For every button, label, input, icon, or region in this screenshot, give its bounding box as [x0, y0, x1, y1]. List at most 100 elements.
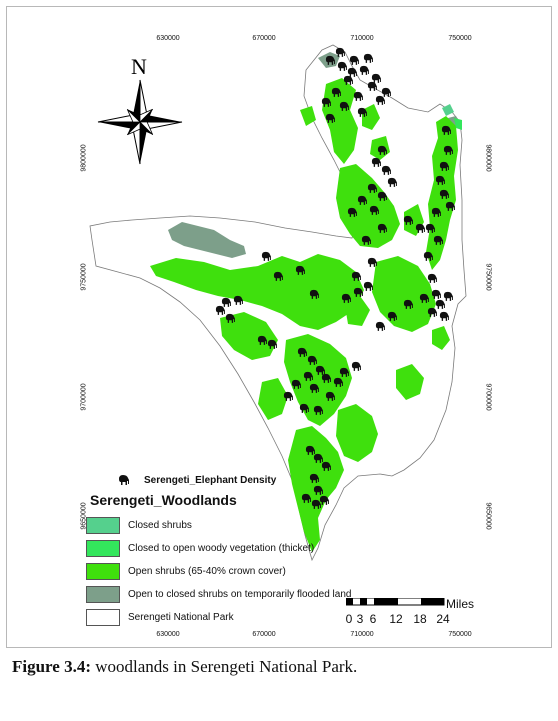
elephant-marker-icon: [439, 189, 449, 199]
grid-x-label-top: 630000: [156, 35, 180, 42]
elephant-marker-icon: [439, 161, 449, 171]
legend-label: Open shrubs (65-40% crown cover): [128, 566, 286, 577]
elephant-marker-icon: [297, 347, 307, 357]
elephant-marker-icon: [347, 207, 357, 217]
elephant-marker-icon: [425, 223, 435, 233]
elephant-density-label: Serengeti_Elephant Density: [144, 474, 277, 486]
legend-item: Closed to open woody vegetation (thicket…: [86, 538, 388, 559]
elephant-marker-icon: [415, 223, 425, 233]
legend-item: Open to closed shrubs on temporarily flo…: [86, 584, 388, 605]
elephant-marker-icon: [445, 201, 455, 211]
elephant-marker-icon: [431, 289, 441, 299]
open-shrubs-area: [220, 312, 278, 360]
scale-labels: 0 3 6 12 18 24: [346, 612, 456, 626]
elephant-marker-icon: [221, 297, 231, 307]
elephant-marker-icon: [309, 473, 319, 483]
grid-x-label-top: 750000: [448, 35, 472, 42]
elephant-marker-icon: [377, 191, 387, 201]
elephant-marker-icon: [313, 485, 323, 495]
elephant-marker-icon: [303, 371, 313, 381]
elephant-marker-icon: [347, 67, 357, 77]
elephant-marker-icon: [423, 251, 433, 261]
elephant-marker-icon: [433, 235, 443, 245]
elephant-marker-icon: [305, 445, 315, 455]
elephant-marker-icon: [333, 377, 343, 387]
scale-label: 12: [389, 612, 403, 626]
elephant-marker-icon: [273, 271, 283, 281]
legend-swatch: [86, 563, 120, 580]
elephant-marker-icon: [375, 321, 385, 331]
open-shrubs-area: [336, 404, 378, 462]
scale-label: 3: [356, 612, 364, 626]
open-shrubs-area: [322, 78, 358, 164]
elephant-marker-icon: [419, 293, 429, 303]
figure-caption: Figure 3.4: woodlands in Serengeti Natio…: [12, 657, 357, 677]
elephant-marker-icon: [321, 373, 331, 383]
elephant-marker-icon: [215, 305, 225, 315]
elephant-marker-icon: [339, 101, 349, 111]
grid-x-label-bottom: 750000: [448, 631, 472, 638]
elephant-marker-icon: [225, 313, 235, 323]
elephant-marker-icon: [233, 295, 243, 305]
elephant-marker-icon: [435, 175, 445, 185]
elephant-marker-icon: [427, 273, 437, 283]
elephant-marker-icon: [335, 47, 345, 57]
elephant-marker-icon: [339, 367, 349, 377]
legend-title: Serengeti_Woodlands: [90, 492, 237, 508]
elephant-marker-icon: [371, 73, 381, 83]
elephant-marker-icon: [403, 215, 413, 225]
elephant-marker-icon: [441, 125, 451, 135]
elephant-marker-icon: [357, 107, 367, 117]
grid-x-label-top: 670000: [252, 35, 276, 42]
elephant-marker-icon: [349, 55, 359, 65]
elephant-marker-icon: [311, 499, 321, 509]
open-shrubs-area: [372, 256, 436, 332]
grid-x-label-bottom: 710000: [350, 631, 374, 638]
north-arrow-icon: [97, 79, 183, 165]
elephant-marker-icon: [291, 379, 301, 389]
elephant-marker-icon: [307, 355, 317, 365]
elephant-marker-icon: [261, 251, 271, 261]
elephant-marker-icon: [313, 453, 323, 463]
elephant-marker-icon: [257, 335, 267, 345]
elephant-marker-icon: [367, 183, 377, 193]
elephant-marker-icon: [331, 87, 341, 97]
open-shrubs-area: [150, 254, 364, 330]
elephant-marker-icon: [325, 113, 335, 123]
scale-label: 0: [345, 612, 353, 626]
elephant-marker-icon: [357, 195, 367, 205]
elephant-marker-icon: [367, 81, 377, 91]
legend-swatch: [86, 517, 120, 534]
legend-item: Open shrubs (65-40% crown cover): [86, 561, 388, 582]
scale-label: 18: [413, 612, 427, 626]
elephant-marker-icon: [353, 287, 363, 297]
elephant-marker-icon: [351, 271, 361, 281]
elephant-marker-icon: [267, 339, 277, 349]
elephant-marker-icon: [353, 91, 363, 101]
grid-x-label-bottom: 670000: [252, 631, 276, 638]
elephant-marker-icon: [367, 257, 377, 267]
elephant-marker-icon: [341, 293, 351, 303]
elephant-marker-icon: [377, 145, 387, 155]
scale-unit: Miles: [446, 597, 475, 611]
elephant-marker-icon: [325, 55, 335, 65]
elephant-marker-icon: [443, 291, 453, 301]
open-shrubs-area: [284, 334, 352, 426]
elephant-marker-icon: [435, 299, 445, 309]
open-shrubs-area: [300, 106, 316, 126]
elephant-marker-icon: [315, 365, 325, 375]
legend-swatch: [86, 586, 120, 603]
elephant-marker-icon: [337, 61, 347, 71]
elephant-marker-icon: [371, 157, 381, 167]
elephant-marker-icon: [359, 65, 369, 75]
elephant-marker-icon: [377, 223, 387, 233]
legend-label: Open to closed shrubs on temporarily flo…: [128, 589, 352, 600]
elephant-marker-icon: [325, 391, 335, 401]
legend-swatch: [86, 609, 120, 626]
elephant-marker-icon: [295, 265, 305, 275]
elephant-marker-icon: [363, 281, 373, 291]
elephant-icon: [119, 475, 129, 485]
elephant-marker-icon: [439, 311, 449, 321]
elephant-marker-icon: [321, 97, 331, 107]
woodlands-legend: Serengeti_Woodlands Closed shrubs Closed…: [86, 492, 388, 630]
